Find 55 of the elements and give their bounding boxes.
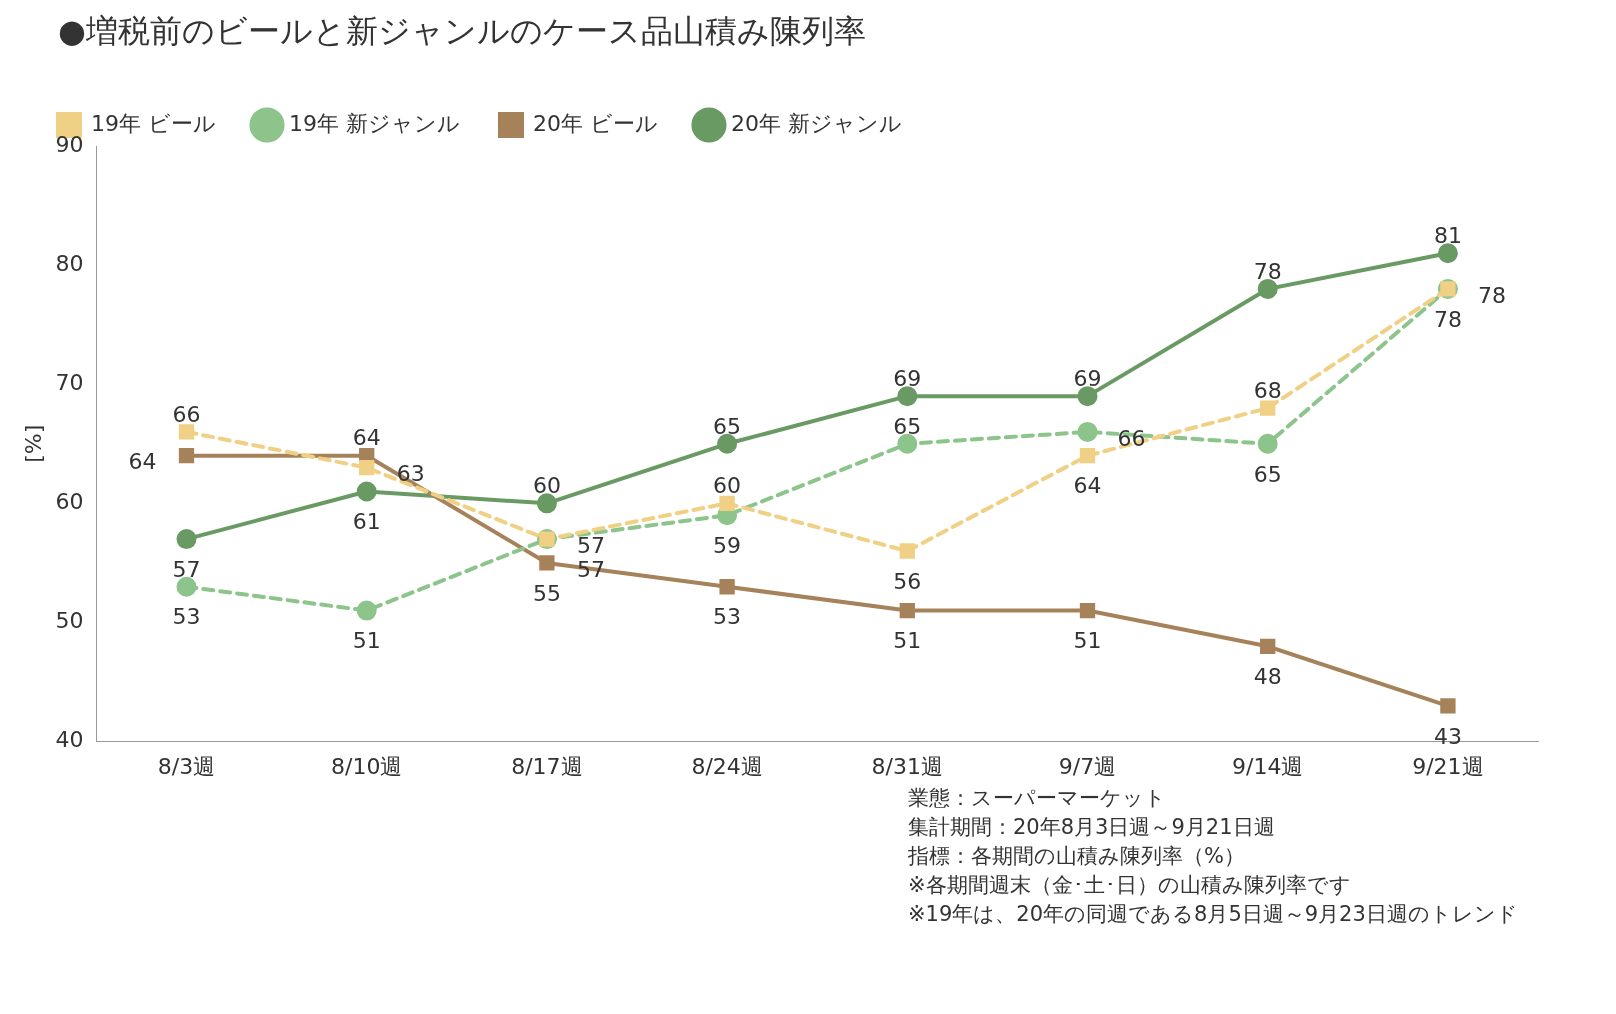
- data-label: 64: [352, 425, 381, 451]
- legend-label: 20年 ビール: [532, 110, 658, 136]
- data-label: 64: [1073, 473, 1102, 499]
- data-label: 48: [1253, 664, 1282, 690]
- x-tick-label: 8/10週: [330, 753, 403, 779]
- legend-label: 19年 ビール: [91, 110, 216, 136]
- data-label: 81: [1433, 222, 1462, 248]
- text: 指標：各期間の山積み陳列率（%）: [908, 843, 1246, 870]
- data-label: 43: [1433, 723, 1462, 749]
- y-tick-label: 40: [55, 727, 84, 753]
- text: 業態：スーパーマーケット: [908, 785, 1167, 812]
- y-axis-title: [%]: [20, 424, 46, 463]
- x-tick-label: 8/31週: [871, 753, 943, 779]
- data-label: 78: [1253, 258, 1282, 284]
- legend-label: 20年 新ジャンル: [730, 110, 902, 136]
- data-label: 59: [713, 532, 742, 558]
- data-label: 78: [1433, 306, 1462, 332]
- data-label: 68: [1253, 377, 1282, 403]
- data-label: 69: [1073, 365, 1102, 391]
- x-tick-label: 8/24週: [691, 753, 763, 779]
- text: 集計期間：20年8月3日週～9月21日週: [908, 814, 1276, 841]
- data-label: 56: [893, 568, 922, 594]
- data-label: 60: [532, 473, 561, 499]
- data-label: 53: [172, 604, 201, 630]
- x-tick-label: 9/14週: [1232, 753, 1304, 779]
- data-label: 65: [1253, 461, 1282, 487]
- data-label: 51: [352, 628, 381, 654]
- data-label: 51: [1073, 628, 1102, 654]
- data-label: 66: [172, 401, 201, 427]
- data-label: 57: [576, 532, 605, 558]
- data-label: 53: [713, 604, 742, 630]
- legend-label: 19年 新ジャンル: [288, 110, 460, 136]
- data-label: 63: [396, 461, 425, 487]
- data-label: 60: [713, 473, 742, 499]
- y-tick-label: 60: [55, 489, 84, 515]
- x-tick-label: 9/21週: [1412, 753, 1484, 779]
- data-label: 55: [532, 580, 561, 606]
- x-tick-label: 8/3週: [157, 753, 216, 779]
- x-tick-label: 9/7週: [1058, 753, 1117, 779]
- y-tick-label: 90: [55, 131, 84, 157]
- data-label: 57: [172, 556, 201, 582]
- data-label: 78: [1477, 282, 1506, 308]
- data-label: 51: [893, 628, 922, 654]
- text: ※19年は、20年の同週である8月5日週～9月23日週のトレンド: [908, 901, 1519, 928]
- data-label: 69: [893, 365, 922, 391]
- data-label: 64: [128, 449, 157, 475]
- data-label: 65: [893, 413, 922, 439]
- y-tick-label: 50: [55, 608, 84, 634]
- y-tick-label: 80: [55, 250, 84, 276]
- y-tick-label: 70: [55, 369, 84, 395]
- chart-title: ●増税前のビールと新ジャンルのケース品山積み陳列率: [58, 11, 867, 52]
- data-label: 65: [713, 413, 742, 439]
- x-tick-label: 8/17週: [511, 753, 583, 779]
- data-label: 61: [352, 509, 381, 535]
- text: ※各期間週末（金･土･日）の山積み陳列率です: [908, 872, 1352, 899]
